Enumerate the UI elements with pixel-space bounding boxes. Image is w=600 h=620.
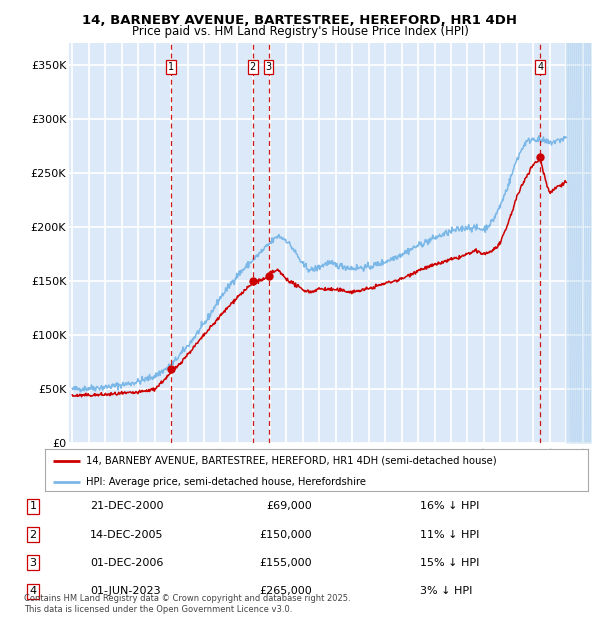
Text: 3: 3 bbox=[266, 62, 272, 72]
Text: 14, BARNEBY AVENUE, BARTESTREE, HEREFORD, HR1 4DH: 14, BARNEBY AVENUE, BARTESTREE, HEREFORD… bbox=[83, 14, 517, 27]
Text: 01-DEC-2006: 01-DEC-2006 bbox=[90, 558, 163, 568]
Text: 2: 2 bbox=[250, 62, 256, 72]
Text: 4: 4 bbox=[29, 586, 37, 596]
Text: This data is licensed under the Open Government Licence v3.0.: This data is licensed under the Open Gov… bbox=[24, 604, 292, 614]
Text: £69,000: £69,000 bbox=[266, 502, 312, 512]
Text: 16% ↓ HPI: 16% ↓ HPI bbox=[420, 502, 479, 512]
Text: 3: 3 bbox=[29, 558, 37, 568]
Text: 11% ↓ HPI: 11% ↓ HPI bbox=[420, 529, 479, 539]
Text: 15% ↓ HPI: 15% ↓ HPI bbox=[420, 558, 479, 568]
Text: Contains HM Land Registry data © Crown copyright and database right 2025.: Contains HM Land Registry data © Crown c… bbox=[24, 593, 350, 603]
Text: £265,000: £265,000 bbox=[259, 586, 312, 596]
Text: 4: 4 bbox=[537, 62, 544, 72]
Text: 1: 1 bbox=[29, 502, 37, 512]
Text: Price paid vs. HM Land Registry's House Price Index (HPI): Price paid vs. HM Land Registry's House … bbox=[131, 25, 469, 38]
Text: 2: 2 bbox=[29, 529, 37, 539]
Text: £155,000: £155,000 bbox=[259, 558, 312, 568]
Text: 14-DEC-2005: 14-DEC-2005 bbox=[90, 529, 163, 539]
Text: 1: 1 bbox=[168, 62, 174, 72]
Text: 21-DEC-2000: 21-DEC-2000 bbox=[90, 502, 163, 512]
Text: £150,000: £150,000 bbox=[259, 529, 312, 539]
Text: 01-JUN-2023: 01-JUN-2023 bbox=[90, 586, 161, 596]
Text: HPI: Average price, semi-detached house, Herefordshire: HPI: Average price, semi-detached house,… bbox=[86, 477, 366, 487]
Text: 3% ↓ HPI: 3% ↓ HPI bbox=[420, 586, 472, 596]
Text: 14, BARNEBY AVENUE, BARTESTREE, HEREFORD, HR1 4DH (semi-detached house): 14, BARNEBY AVENUE, BARTESTREE, HEREFORD… bbox=[86, 456, 496, 466]
